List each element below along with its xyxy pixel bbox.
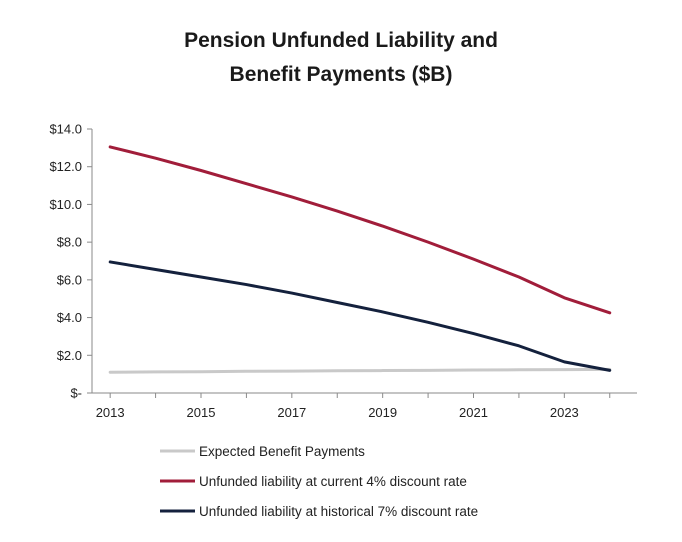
x-tick-label: 2023 — [550, 405, 579, 420]
chart-legend: Expected Benefit Payments Unfunded liabil… — [160, 444, 478, 519]
y-tick-label: $6.0 — [57, 272, 82, 287]
series-line — [108, 145, 612, 315]
y-tick-label: $- — [70, 386, 82, 401]
legend-label: Expected Benefit Payments — [199, 444, 365, 459]
x-tick-label: 2019 — [368, 405, 397, 420]
legend-label: Unfunded liability at historical 7% disc… — [199, 504, 478, 519]
y-tick-label: $4.0 — [57, 310, 82, 325]
y-tick-label: $14.0 — [49, 122, 82, 137]
chart-title-line2: Benefit Payments ($B) — [229, 63, 453, 86]
x-tick-label: 2013 — [96, 405, 125, 420]
chart-axes: $- $2.0 $4.0 $6.0 $8.0 $10.0 $12.0 $14.0 2013 201… — [49, 122, 637, 420]
y-tick-label: $8.0 — [57, 235, 82, 250]
x-tick-label: 2021 — [459, 405, 488, 420]
series-line — [108, 367, 612, 374]
y-tick-label: $12.0 — [49, 159, 82, 174]
chart-lines — [108, 145, 612, 374]
chart-title-line1: Pension Unfunded Liability and — [184, 29, 498, 52]
y-tick-label: $10.0 — [49, 197, 82, 212]
y-tick-label: $2.0 — [57, 348, 82, 363]
x-tick-label: 2017 — [277, 405, 306, 420]
chart-title: Pension Unfunded Liability and Benefit P… — [0, 24, 682, 92]
x-tick-label: 2015 — [187, 405, 216, 420]
series-line — [108, 260, 612, 372]
legend-label: Unfunded liability at current 4% discoun… — [199, 474, 467, 489]
